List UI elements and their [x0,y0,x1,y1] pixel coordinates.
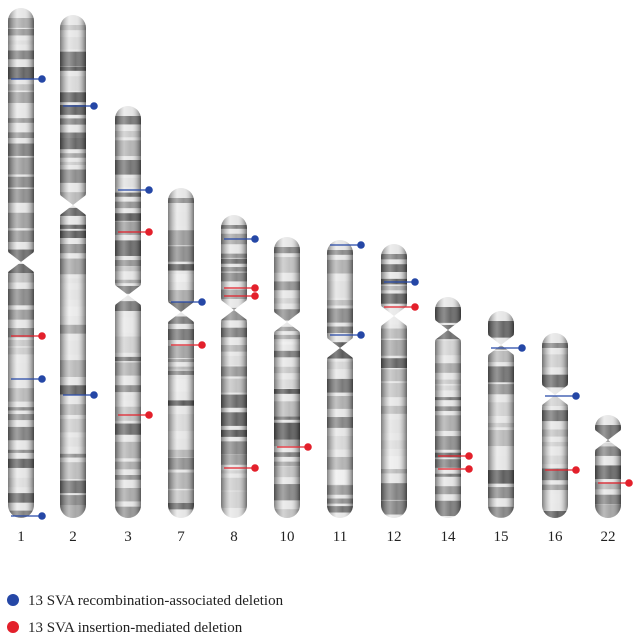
chromosome [595,415,621,519]
shading [115,106,141,518]
chromosome [381,244,407,518]
shading [168,188,194,518]
marker-dot [198,298,206,306]
shading [327,240,353,518]
shading [274,237,300,518]
marker-dot [145,228,153,236]
chromosome-label: 22 [601,529,616,545]
marker-dot [251,464,259,472]
chromosome [60,15,86,522]
marker-dot [38,332,46,340]
marker-dot [304,443,312,451]
marker-dot [357,331,365,339]
marker-dot [145,186,153,194]
legend-label: 13 SVA recombination-associated deletion [28,593,284,609]
chromosome [168,188,194,518]
marker-dot [572,392,580,400]
chromosome [221,215,247,518]
chromosome-label: 15 [494,529,509,545]
marker-dot [251,284,259,292]
marker-dot [465,465,473,473]
legend-label: 13 SVA insertion-mediated deletion [28,620,243,636]
chromosome-label: 16 [548,529,564,545]
marker-dot [38,75,46,83]
shading [60,15,86,518]
chromosome-label: 12 [387,529,402,545]
chromosome-label: 7 [177,529,185,545]
marker-dot [411,303,419,311]
shading [595,415,621,518]
chromosome [115,106,141,518]
marker-dot [90,391,98,399]
marker-dot [145,411,153,419]
ideogram: 1237810111214151622 13 SVA recombination… [0,0,633,638]
chromosome [274,237,300,522]
marker-dot [465,452,473,460]
shading [381,244,407,518]
shading [542,333,568,518]
chromosome-label: 1 [17,529,25,545]
marker-dot [411,278,419,286]
chromosome-label: 14 [441,529,457,545]
chromosome-label: 8 [230,529,238,545]
marker-dot [90,102,98,110]
marker-dot [357,241,365,249]
chromosome-label: 10 [280,529,295,545]
marker-dot [251,235,259,243]
chromosome-label: 11 [333,529,347,545]
marker-dot [572,466,580,474]
marker-dot [625,479,633,487]
chromosome-label: 2 [69,529,77,545]
legend-dot [7,594,19,606]
marker-dot [38,375,46,383]
marker-dot [251,292,259,300]
shading [221,215,247,518]
marker-dot [198,341,206,349]
legend-dot [7,621,19,633]
marker-dot [518,344,526,352]
chromosome [327,240,353,518]
chromosome-label: 3 [124,529,132,545]
marker-dot [38,512,46,520]
chromosome [542,333,568,527]
